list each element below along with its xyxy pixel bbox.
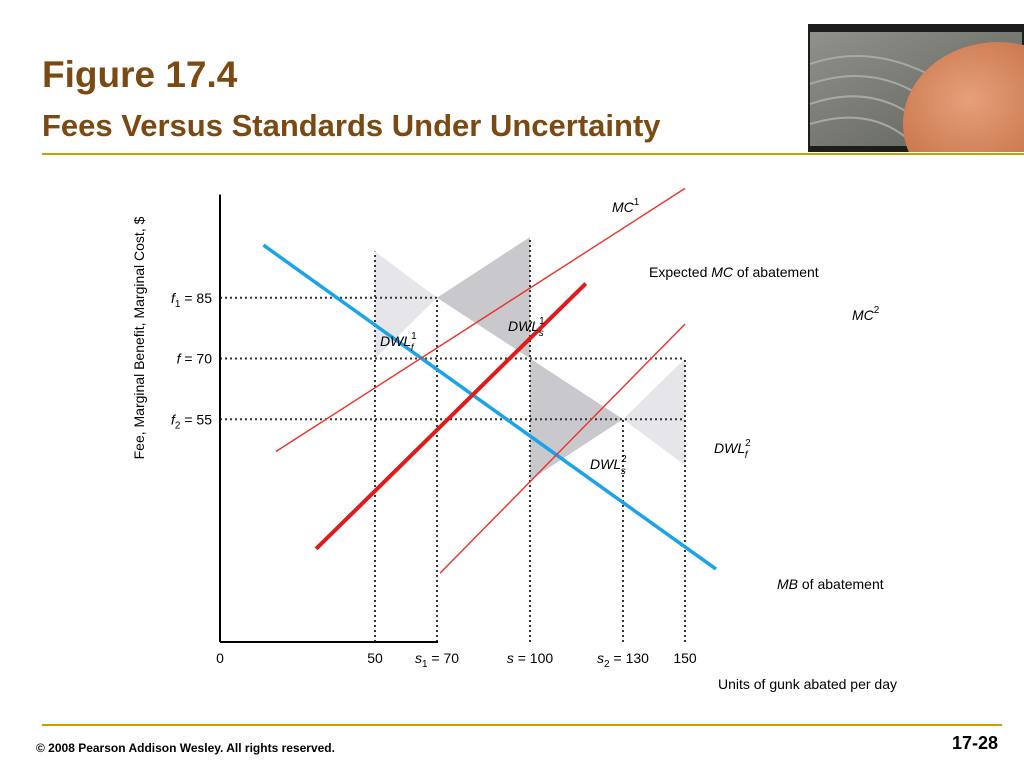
slide-subtitle: Fees Versus Standards Under Uncertainty (42, 108, 661, 143)
y-tick-label-70: f = 70 (177, 351, 213, 367)
mc2-label: MC2 (852, 305, 880, 323)
mc1-label: MC1 (612, 197, 640, 215)
dwl-area-1 (375, 251, 437, 359)
x-tick-label-130: s2 = 130 (597, 650, 649, 670)
slide-number: 17-28 (951, 733, 998, 753)
mc2-line (439, 323, 686, 574)
decorative-rock-photo (808, 24, 1024, 152)
dwl-area-2 (437, 237, 530, 359)
y-tick-label-85: f1 = 85 (171, 290, 212, 310)
dwl-f1-label: DWL1 f (380, 331, 417, 354)
x-tick-label-50: 50 (367, 650, 383, 666)
expected-mc-line (314, 282, 588, 551)
dwl-s1-label: DWL1 s (508, 316, 545, 339)
x-axis-title: Units of gunk abated per day (718, 676, 897, 692)
mb-line (262, 243, 718, 571)
fees-vs-standards-chart: 0 50 s1 = 70 s = 100 s2 = 130 150 f1 = 85 f = 7… (131, 187, 897, 692)
x-tick-label-150: 150 (673, 650, 697, 666)
y-axis-title: Fee, Marginal Benefit, Marginal Cost, $ (131, 216, 147, 459)
footer-divider (42, 724, 1002, 726)
dwl-s2-label: DWL2 s (590, 454, 627, 477)
expected-mc-label: Expected MC of abatement (649, 264, 819, 280)
title-divider (42, 153, 1024, 155)
x-tick-label-70: s1 = 70 (415, 650, 459, 670)
mb-label: MB of abatement (777, 576, 884, 592)
slide-title: Figure 17.4 (42, 54, 238, 95)
dwl-f2-label: DWL2 f (714, 438, 751, 461)
x-tick-label-0: 0 (216, 650, 224, 666)
mc1-line (275, 187, 686, 453)
x-tick-label-100: s = 100 (507, 650, 554, 666)
dwl-area-4 (623, 358, 685, 466)
copyright-notice: © 2008 Pearson Addison Wesley. All right… (36, 741, 335, 755)
y-tick-label-55: f2 = 55 (171, 411, 212, 431)
